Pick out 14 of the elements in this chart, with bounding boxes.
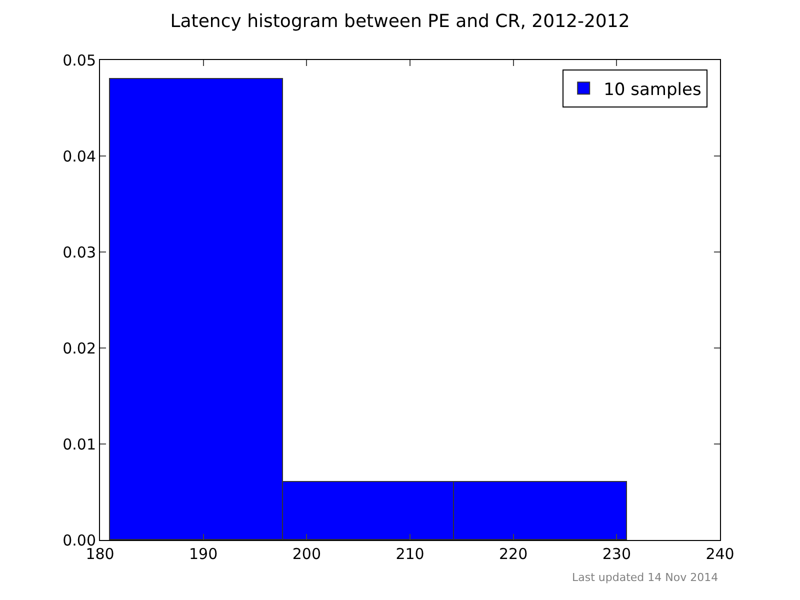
legend-label: 10 samples xyxy=(604,80,702,100)
x-tick-label: 210 xyxy=(396,545,424,563)
text: Last updated 14 Nov 2014 xyxy=(572,571,718,584)
x-tick-label: 230 xyxy=(602,545,631,563)
x-tick-label: 190 xyxy=(189,545,218,563)
y-tick-label: 0.01 xyxy=(62,435,96,454)
y-tick-label: 0.05 xyxy=(62,51,96,70)
x-tick-label: 240 xyxy=(706,545,734,563)
x-tick-label: 200 xyxy=(292,545,321,563)
y-tick-label: 0.03 xyxy=(62,243,96,262)
y-tick-label: 0.02 xyxy=(62,339,96,358)
chart-title: Latency histogram between PE and CR, 2012-2012 xyxy=(170,11,630,32)
x-tick-label: 220 xyxy=(499,545,528,563)
y-tick-label: 0.04 xyxy=(62,147,96,166)
